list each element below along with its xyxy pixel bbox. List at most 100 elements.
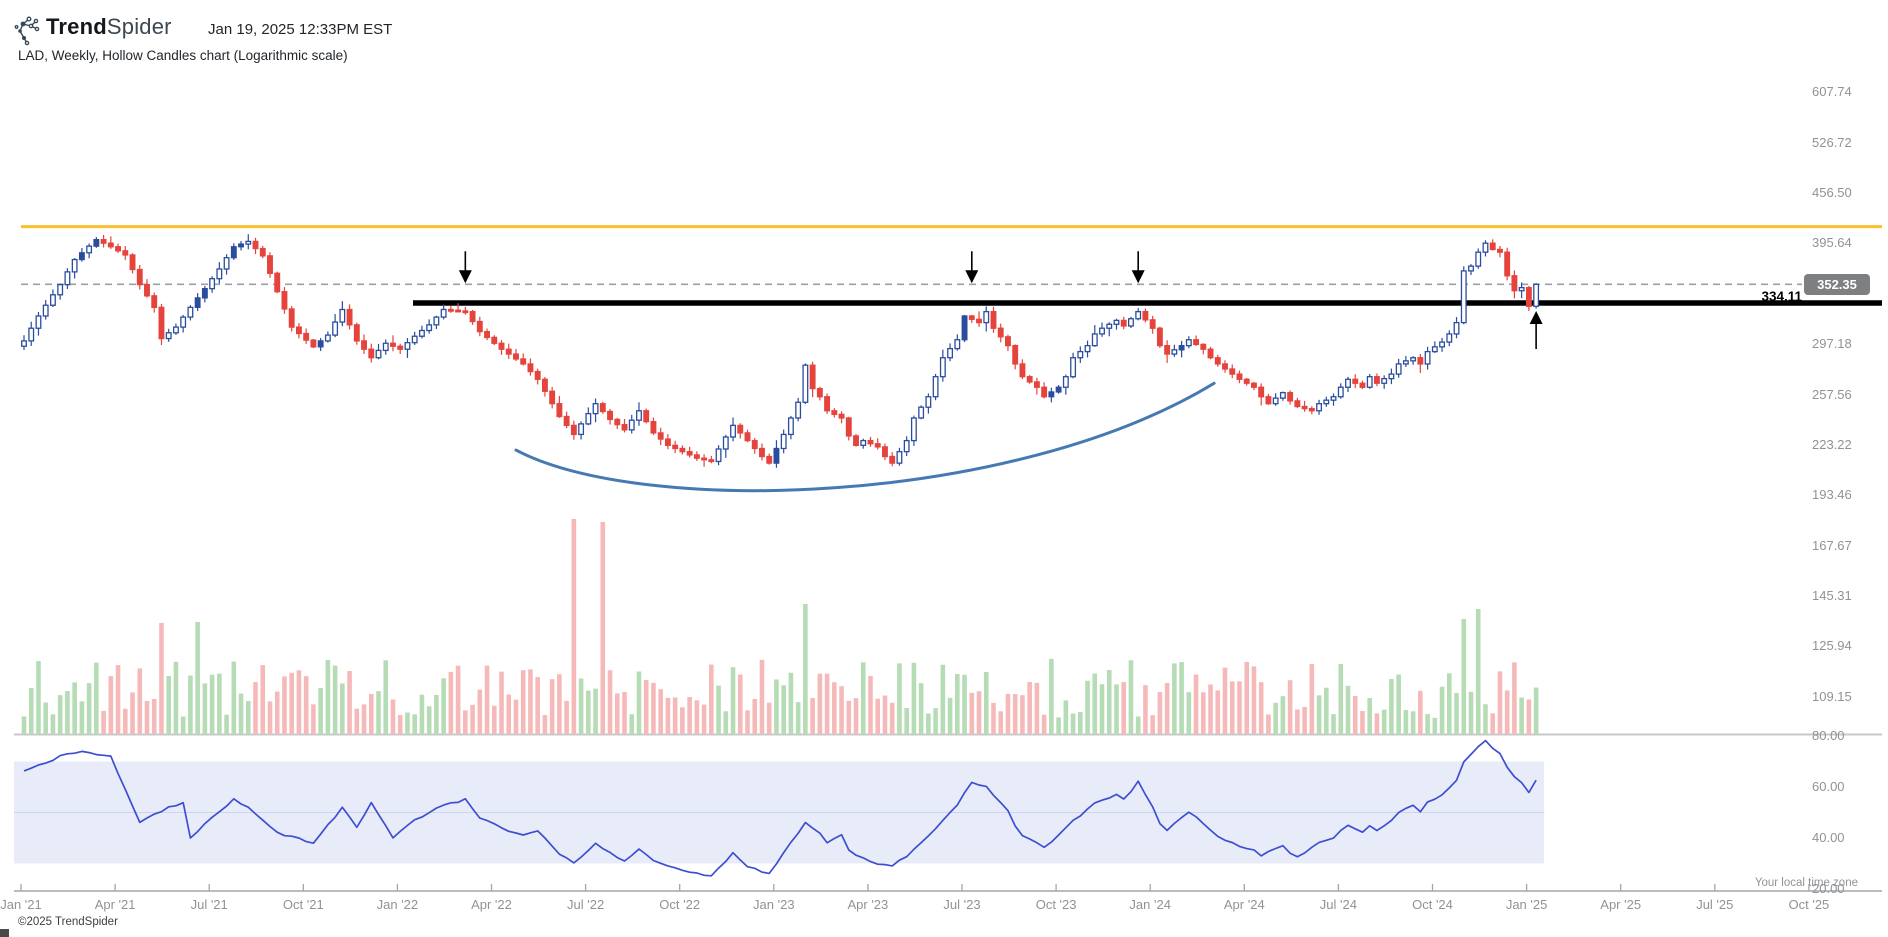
candle-body	[107, 242, 114, 248]
volume-bar	[1012, 694, 1018, 734]
volume-bar	[173, 661, 179, 734]
volume-bar	[730, 667, 736, 734]
volume-bar	[448, 671, 454, 734]
volume-bar	[955, 674, 960, 734]
candle-body	[1511, 275, 1518, 292]
candle-body	[563, 415, 570, 427]
candle-body	[274, 272, 281, 293]
candle-body	[194, 297, 201, 309]
time-axis-label: Jan '25	[1505, 897, 1548, 912]
candle-body	[1200, 343, 1207, 350]
candle-body	[1453, 321, 1460, 335]
volume-bar	[419, 694, 425, 734]
candle-body	[1395, 363, 1402, 375]
candle-body	[679, 447, 686, 453]
candle-body	[1149, 319, 1156, 329]
time-axis[interactable]	[14, 884, 1882, 892]
down-arrow-icon[interactable]	[458, 270, 472, 284]
candle-body	[375, 349, 382, 359]
candle-body	[1084, 344, 1091, 353]
candlesticks	[21, 234, 1540, 468]
candle-body	[498, 342, 505, 350]
price-axis-label: 193.46	[1812, 487, 1852, 503]
drawing-annotations[interactable]	[458, 251, 1543, 493]
volume-bar	[535, 677, 540, 734]
candle-body	[1041, 386, 1048, 398]
candle-body	[93, 238, 100, 247]
price-axis-label: 125.94	[1812, 638, 1852, 654]
volume-bar	[368, 694, 374, 734]
volume-bar	[1222, 667, 1228, 734]
volume-bar	[904, 708, 909, 734]
candle-body	[404, 342, 411, 350]
volume-bar	[79, 701, 85, 734]
candle-body	[853, 435, 859, 446]
up-arrow-icon[interactable]	[1529, 311, 1543, 324]
candle-body	[599, 403, 606, 413]
rsi-axis-label: 60.00	[1812, 779, 1845, 794]
candle-body	[136, 268, 143, 286]
candle-body	[1359, 382, 1366, 388]
candle-body	[1178, 344, 1185, 351]
cup-arc-annotation[interactable]	[514, 381, 1216, 493]
candle-body	[751, 439, 758, 450]
volume-bar	[860, 662, 866, 734]
candle-body	[324, 334, 331, 342]
brand-light: Spider	[106, 14, 172, 39]
volume-bar	[882, 695, 888, 734]
volume-bar	[1389, 678, 1394, 734]
price-axis-label: 297.18	[1812, 336, 1852, 352]
volume-bar	[1208, 684, 1213, 734]
volume-bar	[94, 662, 99, 734]
current-price-badge[interactable]: 352.35	[1804, 274, 1870, 295]
volume-bar	[889, 702, 895, 734]
volume-bar	[1049, 658, 1054, 734]
volume-bar	[1186, 692, 1192, 734]
volume-bar	[586, 690, 591, 734]
timezone-note: Your local time zone	[1754, 877, 1858, 889]
volume-bar	[795, 702, 801, 734]
volume-bar	[1295, 709, 1300, 734]
candle-body	[1207, 348, 1214, 359]
volume-bar	[947, 697, 953, 734]
candle-body	[816, 387, 823, 398]
volume-bar	[1034, 682, 1040, 734]
volume-bar	[983, 672, 989, 734]
candle-body	[1128, 318, 1134, 327]
candle-body	[860, 439, 867, 446]
copyright-text: ©2025 TrendSpider	[18, 916, 118, 928]
volume-bar	[636, 671, 642, 734]
volume-bar	[1135, 716, 1141, 734]
horizontal-lines[interactable]	[14, 225, 1882, 736]
candle-body	[1504, 251, 1511, 277]
candle-body	[288, 308, 295, 328]
candle-body	[1475, 251, 1482, 267]
candle-body	[824, 396, 831, 412]
volume-bar	[274, 691, 280, 734]
volume-bar	[470, 704, 475, 734]
volume-bar	[528, 669, 533, 734]
time-axis-label: Apr '24	[1223, 897, 1265, 912]
candle-body	[1337, 386, 1344, 398]
volume-bar	[1280, 696, 1286, 734]
down-arrow-icon[interactable]	[965, 270, 979, 284]
rsi-pane	[14, 739, 1545, 877]
candle-body	[708, 459, 715, 463]
resistance-level-label[interactable]: 334.11	[1761, 289, 1802, 304]
candle-body	[57, 283, 64, 296]
candle-body	[780, 433, 787, 450]
candle-body	[621, 423, 628, 431]
volume-bar	[57, 695, 63, 734]
candle-body	[903, 439, 910, 453]
volume-bar	[108, 676, 114, 734]
volume-bar	[1179, 662, 1184, 734]
volume-bar	[1512, 662, 1517, 734]
candle-body	[1301, 405, 1308, 410]
down-arrow-icon[interactable]	[1131, 270, 1145, 284]
volume-bar	[1497, 671, 1503, 734]
rsi-axis-label: 40.00	[1812, 830, 1845, 845]
candle-body	[1272, 397, 1279, 405]
volume-bar	[651, 682, 656, 734]
